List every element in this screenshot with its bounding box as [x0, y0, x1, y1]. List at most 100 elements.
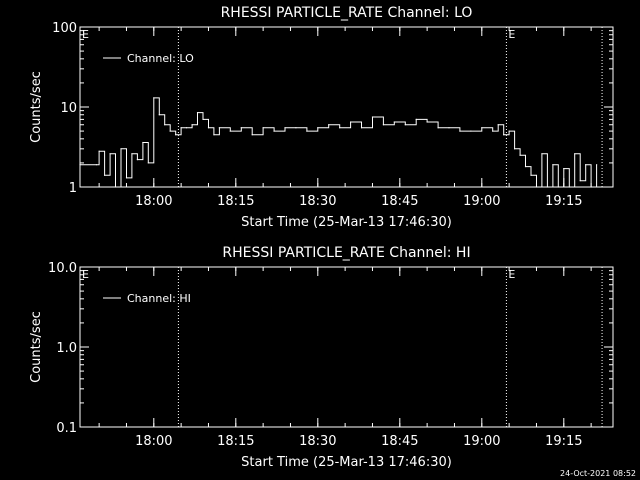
y-axis-label: Counts/sec: [29, 311, 44, 383]
data-point: [251, 134, 253, 136]
y-tick-label: 10.0: [48, 261, 77, 276]
x-tick-label: 18:30: [299, 434, 336, 449]
data-point: [524, 165, 527, 168]
data-point: [350, 121, 352, 123]
data-point: [508, 130, 510, 132]
data-point: [568, 186, 570, 188]
x-tick-label: 18:00: [135, 194, 172, 209]
data-point: [596, 164, 598, 166]
x-axis-label: Start Time (25-Mar-13 17:46:30): [241, 455, 452, 470]
data-point: [530, 174, 532, 176]
data-point: [295, 127, 297, 129]
corner-label: E: [82, 268, 89, 281]
data-point: [393, 121, 395, 123]
data-point: [186, 127, 188, 129]
data-point: [519, 154, 521, 156]
data-point: [136, 159, 138, 161]
data-point: [207, 127, 210, 129]
x-axis-label: Start Time (25-Mar-13 17:46:30): [241, 215, 452, 230]
data-point: [114, 186, 117, 188]
data-point: [262, 127, 264, 129]
x-tick-label: 18:15: [217, 194, 254, 209]
data-point: [284, 127, 286, 129]
data-point: [503, 134, 505, 136]
footer-timestamp: 24-Oct-2021 08:52: [560, 469, 636, 478]
data-point: [371, 116, 374, 118]
time-marker-label: E: [508, 28, 515, 41]
data-point: [552, 164, 554, 166]
data-point: [404, 124, 406, 126]
data-point: [590, 186, 592, 188]
x-tick-label: 18:45: [381, 434, 418, 449]
data-point: [104, 174, 106, 176]
data-point: [557, 186, 559, 188]
time-marker-label: E: [508, 268, 515, 281]
data-point: [79, 164, 81, 166]
data-point: [563, 167, 565, 170]
y-tick-label: 1.0: [56, 341, 77, 356]
data-point: [306, 130, 308, 132]
data-point: [459, 130, 461, 132]
y-tick-label: 100: [52, 21, 77, 36]
data-point: [98, 150, 100, 152]
plot-frame: [79, 266, 614, 428]
data-point: [546, 186, 549, 188]
data-point: [120, 148, 122, 150]
data-point: [125, 177, 128, 179]
data-point: [497, 124, 499, 126]
chart-title: RHESSI PARTICLE_RATE Channel: LO: [221, 5, 473, 21]
legend-label: Channel: LO: [127, 52, 194, 65]
data-point: [142, 141, 144, 144]
y-tick-label: 10: [60, 101, 77, 116]
x-tick-label: 19:00: [463, 194, 500, 209]
data-point: [164, 124, 166, 126]
data-point: [585, 164, 587, 166]
data-point: [437, 127, 439, 129]
data-point: [229, 130, 231, 132]
data-point: [169, 130, 171, 132]
x-tick-label: 19:15: [545, 194, 582, 209]
corner-label: E: [82, 28, 89, 41]
data-point: [153, 97, 155, 99]
data-point: [514, 148, 516, 150]
data-point: [328, 124, 330, 126]
data-point: [481, 127, 483, 129]
data-point: [574, 153, 576, 155]
y-tick-label: 1: [69, 181, 77, 196]
data-point: [131, 153, 133, 155]
data-point: [360, 127, 363, 129]
x-tick-label: 18:30: [299, 194, 336, 209]
chart-title: RHESSI PARTICLE_RATE Channel: HI: [222, 245, 470, 261]
data-point: [448, 127, 450, 129]
data-point: [240, 127, 242, 129]
legend-label: Channel: HI: [127, 292, 191, 305]
data-point: [382, 124, 384, 126]
data-point: [317, 127, 319, 129]
y-tick-label: 0.1: [56, 421, 77, 436]
data-point: [213, 134, 215, 136]
data-point: [109, 153, 111, 155]
data-point: [95, 164, 97, 166]
data-point: [175, 134, 177, 136]
x-tick-label: 19:15: [545, 434, 582, 449]
data-point: [158, 114, 160, 116]
data-point: [339, 127, 341, 129]
data-point: [492, 130, 494, 132]
data-point: [426, 121, 428, 123]
data-point: [196, 112, 199, 114]
data-point: [579, 180, 581, 182]
data-point: [273, 130, 275, 132]
lo-channel-panel: RHESSI PARTICLE_RATE Channel: LO 1 10 100 18…: [29, 5, 614, 230]
data-point: [218, 127, 220, 129]
data-point: [191, 124, 193, 126]
data-point: [202, 118, 204, 120]
x-tick-label: 18:15: [217, 434, 254, 449]
plot-frame: [79, 26, 614, 188]
data-point: [415, 118, 417, 120]
y-axis-label: Counts/sec: [29, 71, 44, 143]
series-line: [80, 97, 598, 188]
data-point: [147, 162, 149, 164]
hi-channel-panel: RHESSI PARTICLE_RATE Channel: HI 0.1 1.0 10…: [29, 245, 614, 470]
data-point: [535, 186, 538, 188]
